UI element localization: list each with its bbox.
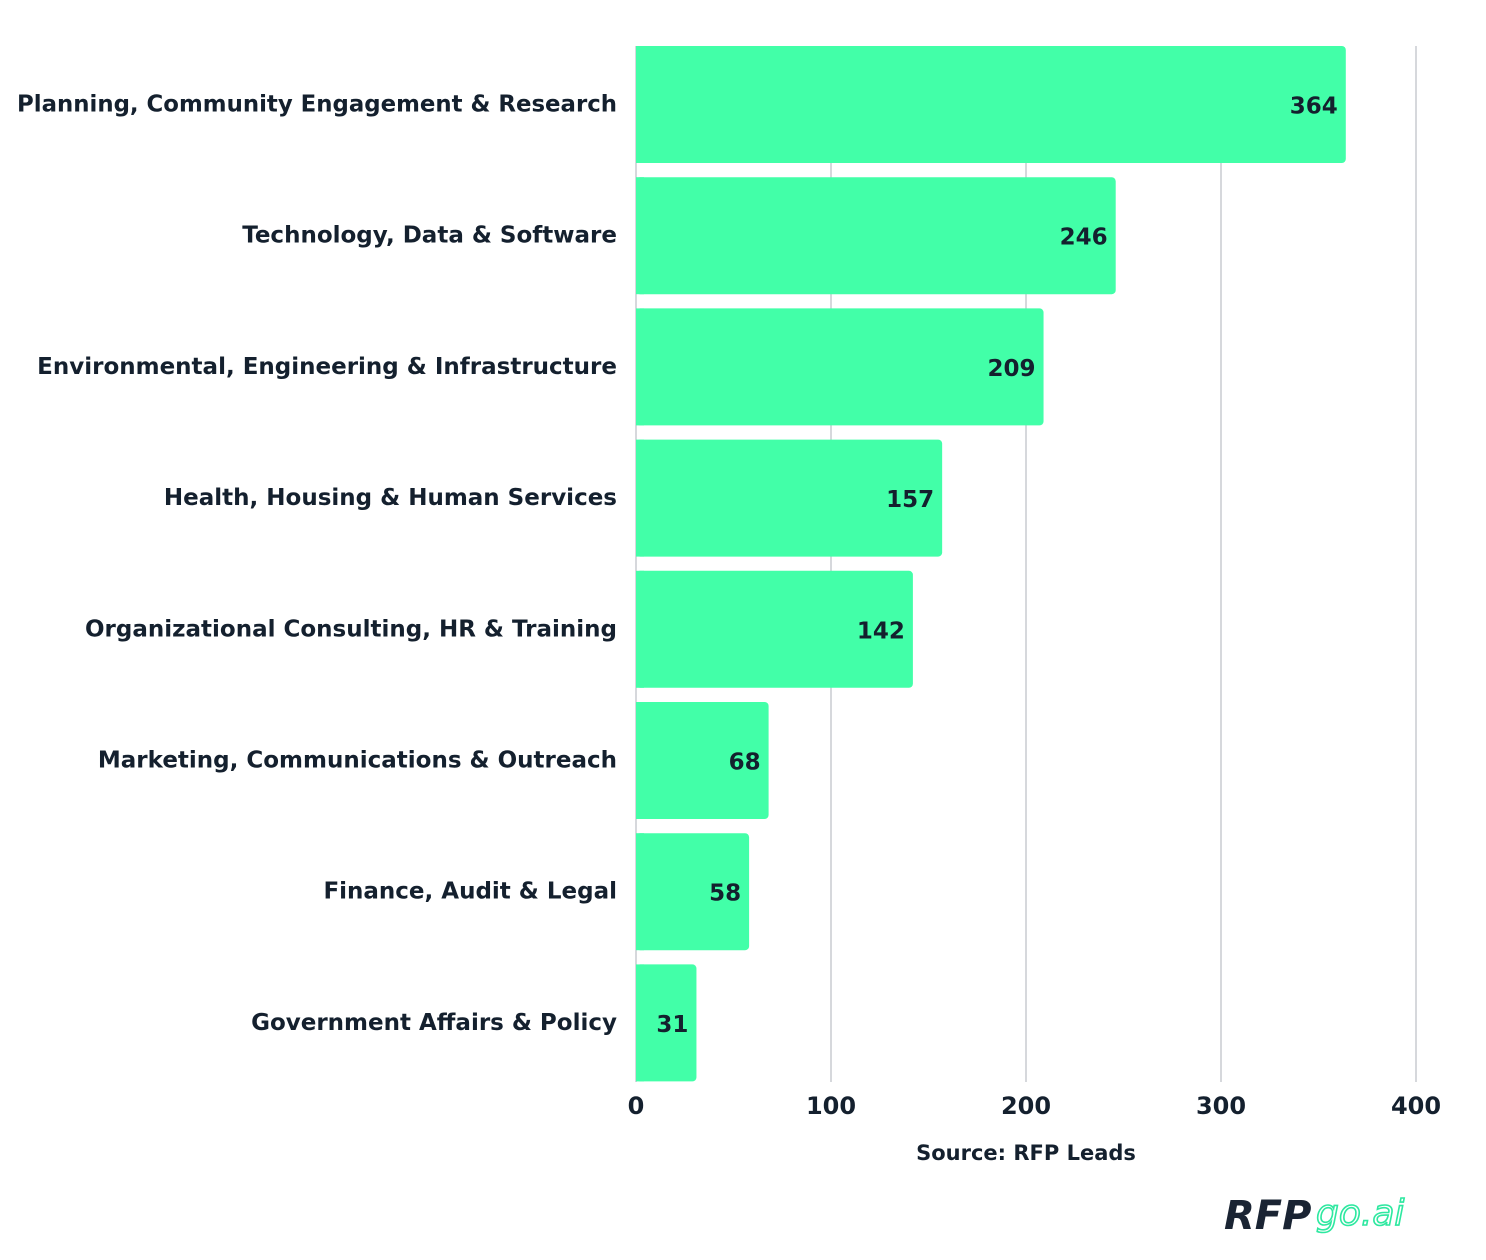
bar: [636, 308, 1044, 426]
bar-value-label: 209: [988, 356, 1036, 382]
bar-layer: [636, 46, 1346, 1082]
x-axis-ticks: 0 100 200 300 400: [628, 1092, 1441, 1120]
x-tick-label: 0: [628, 1092, 645, 1120]
logo-text-accent: go.ai: [1316, 1193, 1404, 1234]
bar: [636, 833, 750, 951]
category-label: Finance, Audit & Legal: [323, 879, 617, 905]
bar: [636, 964, 697, 1082]
category-label: Technology, Data & Software: [242, 223, 617, 249]
bar-edge: [636, 46, 644, 163]
x-tick-label: 400: [1391, 1092, 1441, 1120]
bar: [636, 570, 913, 688]
bar-value-label: 246: [1060, 225, 1108, 251]
bar: [636, 46, 1346, 163]
rfpgo-logo: RFP go.ai: [1224, 1192, 1405, 1239]
category-label: Government Affairs & Policy: [251, 1010, 617, 1036]
category-label: Organizational Consulting, HR & Training: [85, 616, 617, 642]
bar-value-label: 31: [656, 1012, 688, 1038]
bar-edge: [636, 177, 644, 295]
category-label: Health, Housing & Human Services: [164, 485, 617, 511]
bar-value-label: 58: [709, 881, 741, 907]
bar-value-label: 142: [857, 618, 905, 644]
bar: [636, 439, 943, 557]
category-label: Marketing, Communications & Outreach: [98, 748, 617, 774]
bar: [636, 702, 769, 819]
logo-text-main: RFP: [1224, 1193, 1311, 1239]
bar-value-label: 157: [886, 487, 934, 513]
bar-value-label: 68: [729, 750, 761, 776]
bar-edge: [636, 570, 644, 688]
category-label: Planning, Community Engagement & Researc…: [17, 92, 617, 118]
x-tick-label: 200: [1001, 1092, 1051, 1120]
bar-edge: [636, 439, 644, 557]
x-tick-label: 300: [1196, 1092, 1246, 1120]
bar-value-label: 364: [1290, 94, 1338, 120]
bar-edge: [636, 833, 644, 951]
bar-edge: [636, 964, 644, 1082]
bar-edge: [636, 702, 644, 819]
label-layer: 364 Planning, Community Engagement & Rese…: [17, 92, 1338, 1038]
bar-edge: [636, 308, 644, 426]
source-note: Source: RFP Leads: [916, 1141, 1136, 1165]
category-label: Environmental, Engineering & Infrastruct…: [37, 354, 617, 380]
x-tick-label: 100: [806, 1092, 856, 1120]
bar: [636, 177, 1116, 295]
